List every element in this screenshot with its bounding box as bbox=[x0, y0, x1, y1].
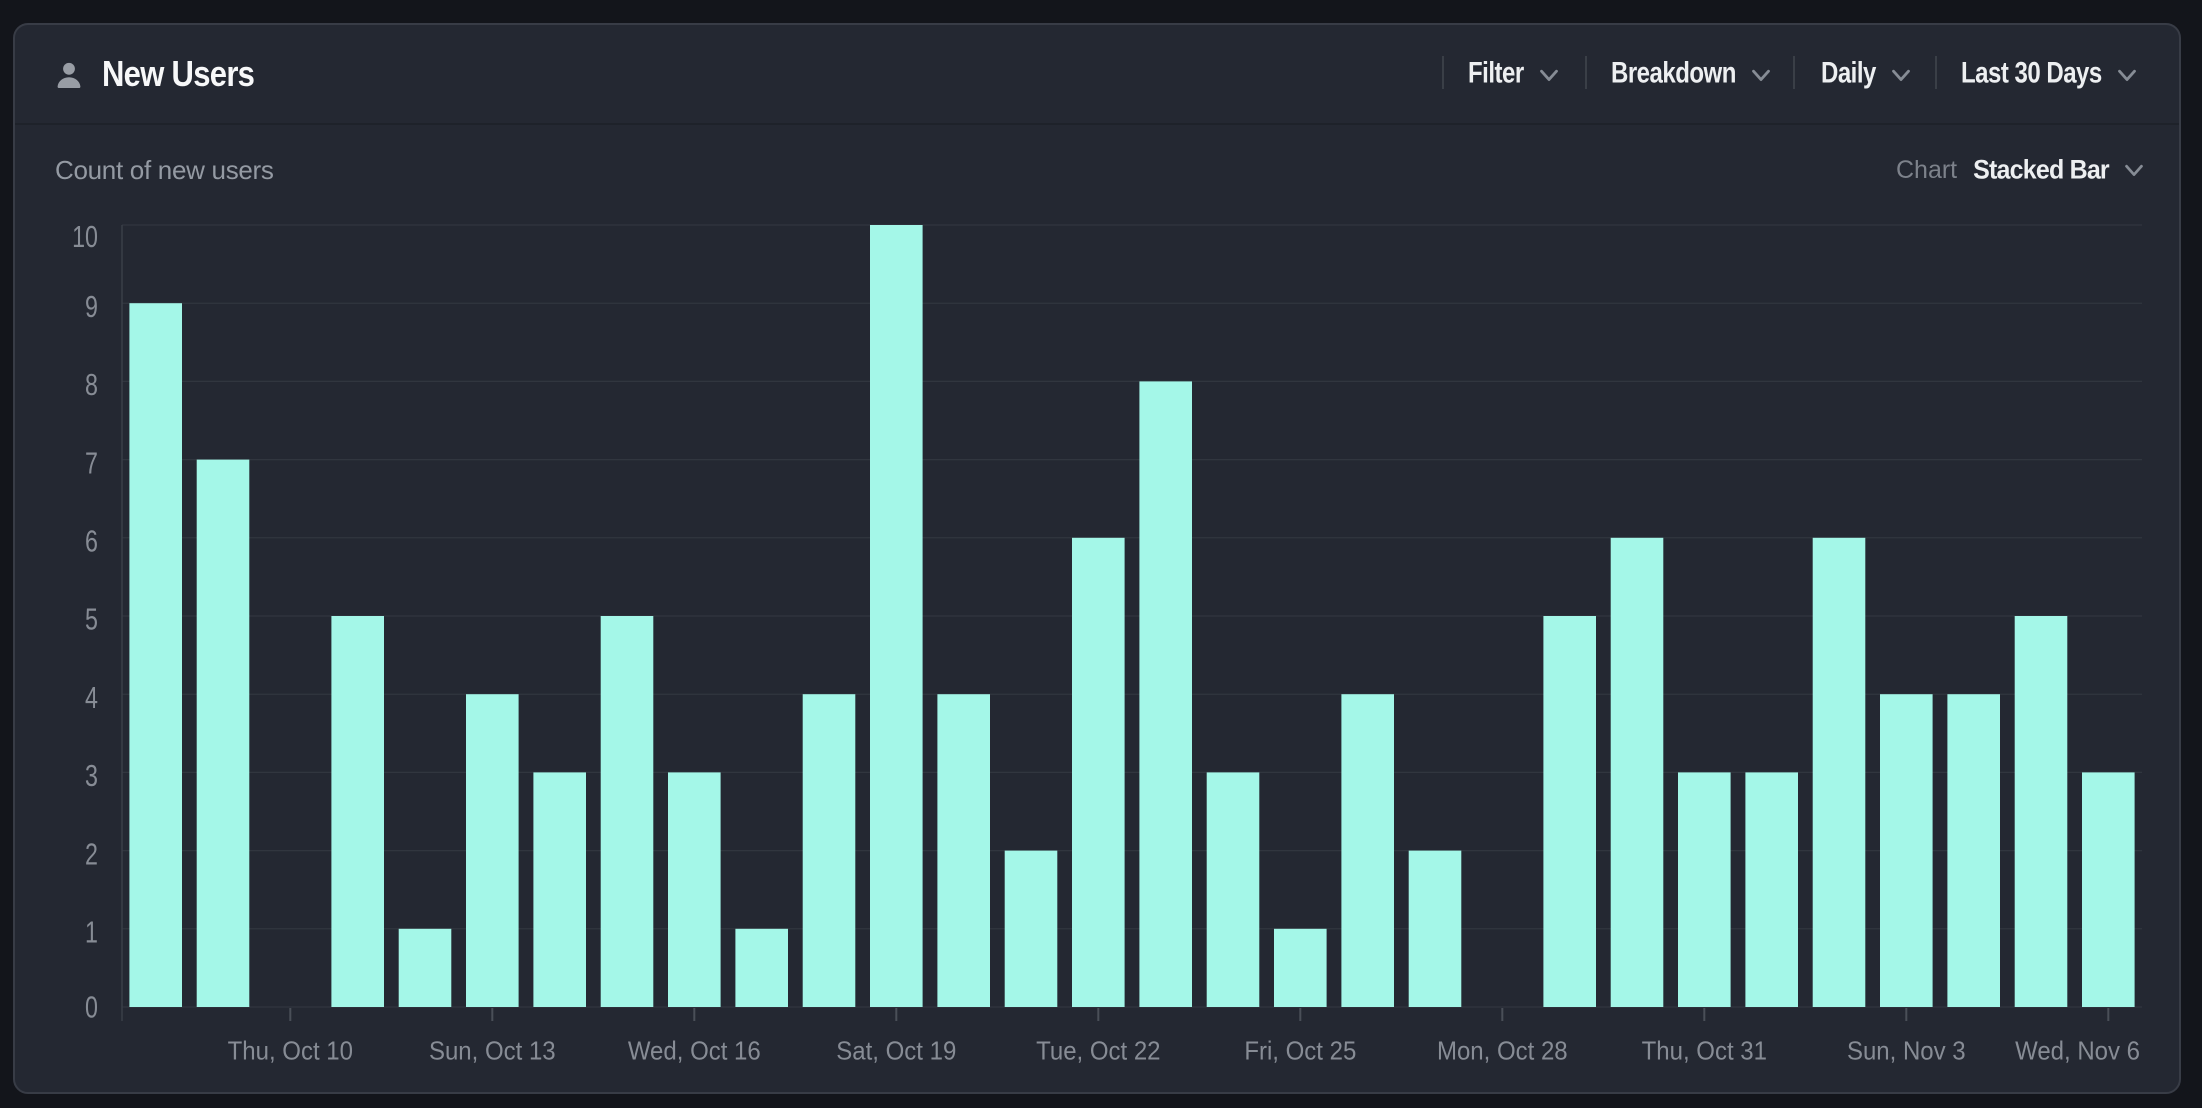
svg-text:4: 4 bbox=[85, 680, 98, 715]
svg-text:Thu, Oct 31: Thu, Oct 31 bbox=[1642, 1038, 1767, 1066]
svg-text:Mon, Oct 28: Mon, Oct 28 bbox=[1437, 1038, 1568, 1066]
svg-text:8: 8 bbox=[85, 367, 98, 402]
svg-text:Sun, Oct 13: Sun, Oct 13 bbox=[429, 1038, 556, 1066]
svg-text:Wed, Oct 16: Wed, Oct 16 bbox=[628, 1038, 761, 1066]
svg-text:2: 2 bbox=[85, 836, 98, 871]
svg-text:Fri, Oct 25: Fri, Oct 25 bbox=[1244, 1038, 1356, 1066]
svg-text:0: 0 bbox=[85, 990, 98, 1025]
svg-text:1: 1 bbox=[85, 914, 98, 949]
svg-text:Sat, Oct 19: Sat, Oct 19 bbox=[836, 1038, 956, 1066]
svg-text:Sun, Nov 3: Sun, Nov 3 bbox=[1847, 1038, 1966, 1066]
svg-text:7: 7 bbox=[85, 445, 98, 480]
svg-text:Thu, Oct 10: Thu, Oct 10 bbox=[228, 1038, 353, 1066]
svg-text:3: 3 bbox=[85, 758, 98, 793]
svg-text:9: 9 bbox=[85, 289, 98, 324]
svg-text:Tue, Oct 22: Tue, Oct 22 bbox=[1036, 1038, 1160, 1066]
svg-text:5: 5 bbox=[85, 602, 98, 637]
svg-text:10: 10 bbox=[72, 219, 98, 254]
svg-text:Wed, Nov 6: Wed, Nov 6 bbox=[2015, 1038, 2140, 1066]
svg-text:6: 6 bbox=[85, 523, 98, 558]
